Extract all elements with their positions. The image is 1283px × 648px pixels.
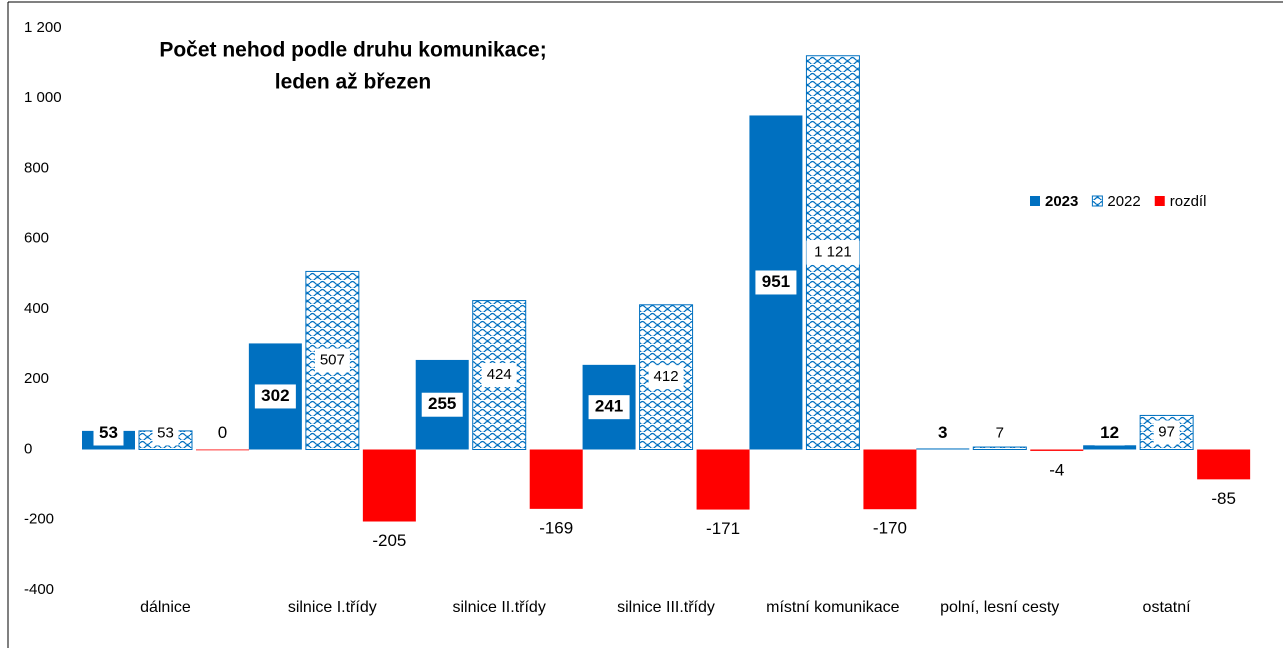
bar xyxy=(529,449,583,509)
label-box xyxy=(588,395,630,420)
bar xyxy=(196,449,249,451)
chart-subtitle: leden až březen xyxy=(275,71,431,94)
data-label: -170 xyxy=(873,519,907,538)
data-label: 97 xyxy=(1158,423,1175,440)
label-box xyxy=(806,240,860,265)
bar xyxy=(972,446,1027,451)
data-label: -171 xyxy=(706,519,740,538)
label-box xyxy=(93,421,124,446)
data-label: 53 xyxy=(99,423,118,442)
data-label: 255 xyxy=(428,394,456,413)
x-tick-label: silnice I.třídy xyxy=(288,599,377,616)
y-tick-label: 1 200 xyxy=(24,19,62,36)
bar xyxy=(916,448,970,450)
x-tick-label: silnice II.třídy xyxy=(452,599,545,616)
label-box xyxy=(481,363,517,388)
y-tick-label: 200 xyxy=(24,370,49,387)
bar xyxy=(1197,449,1251,480)
legend-swatch xyxy=(1154,196,1165,206)
label-box xyxy=(991,421,1009,446)
label-box xyxy=(421,392,463,417)
bar xyxy=(1030,449,1084,451)
legend-label: 2023 xyxy=(1045,193,1078,210)
data-label: -205 xyxy=(372,531,406,550)
x-tick-label: dálnice xyxy=(140,599,191,616)
data-label: 0 xyxy=(218,423,227,442)
label-box xyxy=(648,365,684,390)
legend-label: 2022 xyxy=(1107,193,1140,210)
data-label: 12 xyxy=(1100,423,1119,442)
legend-swatch xyxy=(1030,196,1040,206)
y-tick-label: 0 xyxy=(24,440,32,457)
x-tick-label: místní komunikace xyxy=(766,599,899,616)
label-box xyxy=(314,348,350,373)
legend-label: rozdíl xyxy=(1170,193,1207,210)
data-label: 951 xyxy=(762,272,790,291)
label-box xyxy=(933,421,953,446)
data-label: 241 xyxy=(595,397,623,416)
data-label: 507 xyxy=(320,351,345,368)
label-box xyxy=(1094,421,1125,446)
label-box xyxy=(152,421,179,446)
label-box xyxy=(755,270,797,295)
data-label: -169 xyxy=(539,518,573,537)
data-label: 302 xyxy=(261,386,289,405)
y-tick-label: 1 000 xyxy=(24,89,62,106)
bar xyxy=(1083,445,1137,450)
y-tick-label: -400 xyxy=(24,581,54,598)
x-tick-label: ostatní xyxy=(1143,599,1192,616)
data-label: 3 xyxy=(938,423,947,442)
data-label: -85 xyxy=(1211,489,1236,508)
y-tick-label: 800 xyxy=(24,159,49,176)
label-box xyxy=(254,384,296,409)
data-label: 1 121 xyxy=(814,244,852,261)
y-tick-label: 400 xyxy=(24,300,49,317)
y-tick-label: 600 xyxy=(24,230,49,247)
data-label: 53 xyxy=(157,424,174,441)
x-tick-label: silnice III.třídy xyxy=(617,599,715,616)
legend-swatch xyxy=(1091,195,1103,207)
bar xyxy=(696,449,750,510)
bar xyxy=(362,449,416,522)
data-label: 424 xyxy=(487,366,512,383)
chart-title: Počet nehod podle druhu komunikace; xyxy=(159,39,546,62)
data-label: 412 xyxy=(654,368,679,385)
data-label: -4 xyxy=(1049,460,1064,479)
label-box xyxy=(1153,420,1180,445)
x-tick-label: polní, lesní cesty xyxy=(940,599,1059,616)
bar xyxy=(863,449,917,510)
data-label: 7 xyxy=(996,424,1004,441)
y-tick-label: -200 xyxy=(24,511,54,528)
